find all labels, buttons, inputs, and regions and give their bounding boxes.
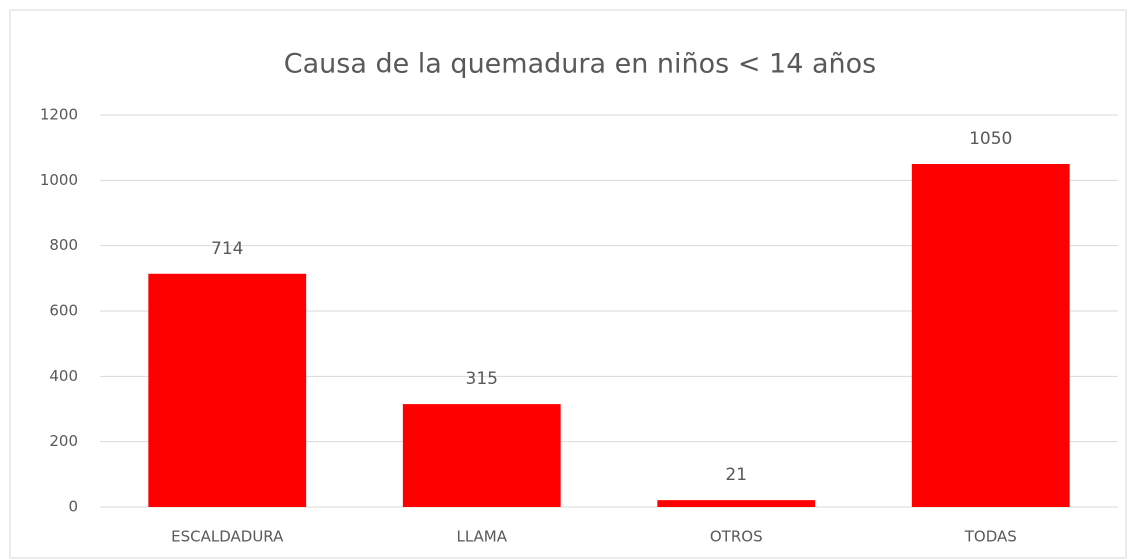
y-tick-label: 800 — [49, 236, 78, 254]
y-tick-label: 0 — [68, 498, 78, 516]
x-tick-label: ESCALDADURA — [171, 528, 284, 546]
bar — [657, 500, 816, 507]
chart-title: Causa de la quemadura en niños < 14 años — [284, 49, 876, 80]
x-tick-label: OTROS — [710, 528, 763, 546]
data-label: 315 — [466, 369, 498, 389]
data-label: 1050 — [969, 129, 1012, 149]
data-label: 714 — [211, 239, 243, 259]
bar — [402, 404, 561, 507]
y-tick-label: 600 — [49, 302, 78, 320]
x-tick-label: LLAMA — [456, 528, 507, 546]
bar — [911, 164, 1070, 507]
y-tick-label: 200 — [49, 432, 78, 450]
y-tick-label: 1200 — [40, 106, 78, 124]
bar — [148, 273, 307, 507]
data-label: 21 — [725, 465, 747, 485]
y-tick-label: 1000 — [40, 171, 78, 189]
x-tick-label: TODAS — [964, 528, 1017, 546]
y-tick-label: 400 — [49, 367, 78, 385]
